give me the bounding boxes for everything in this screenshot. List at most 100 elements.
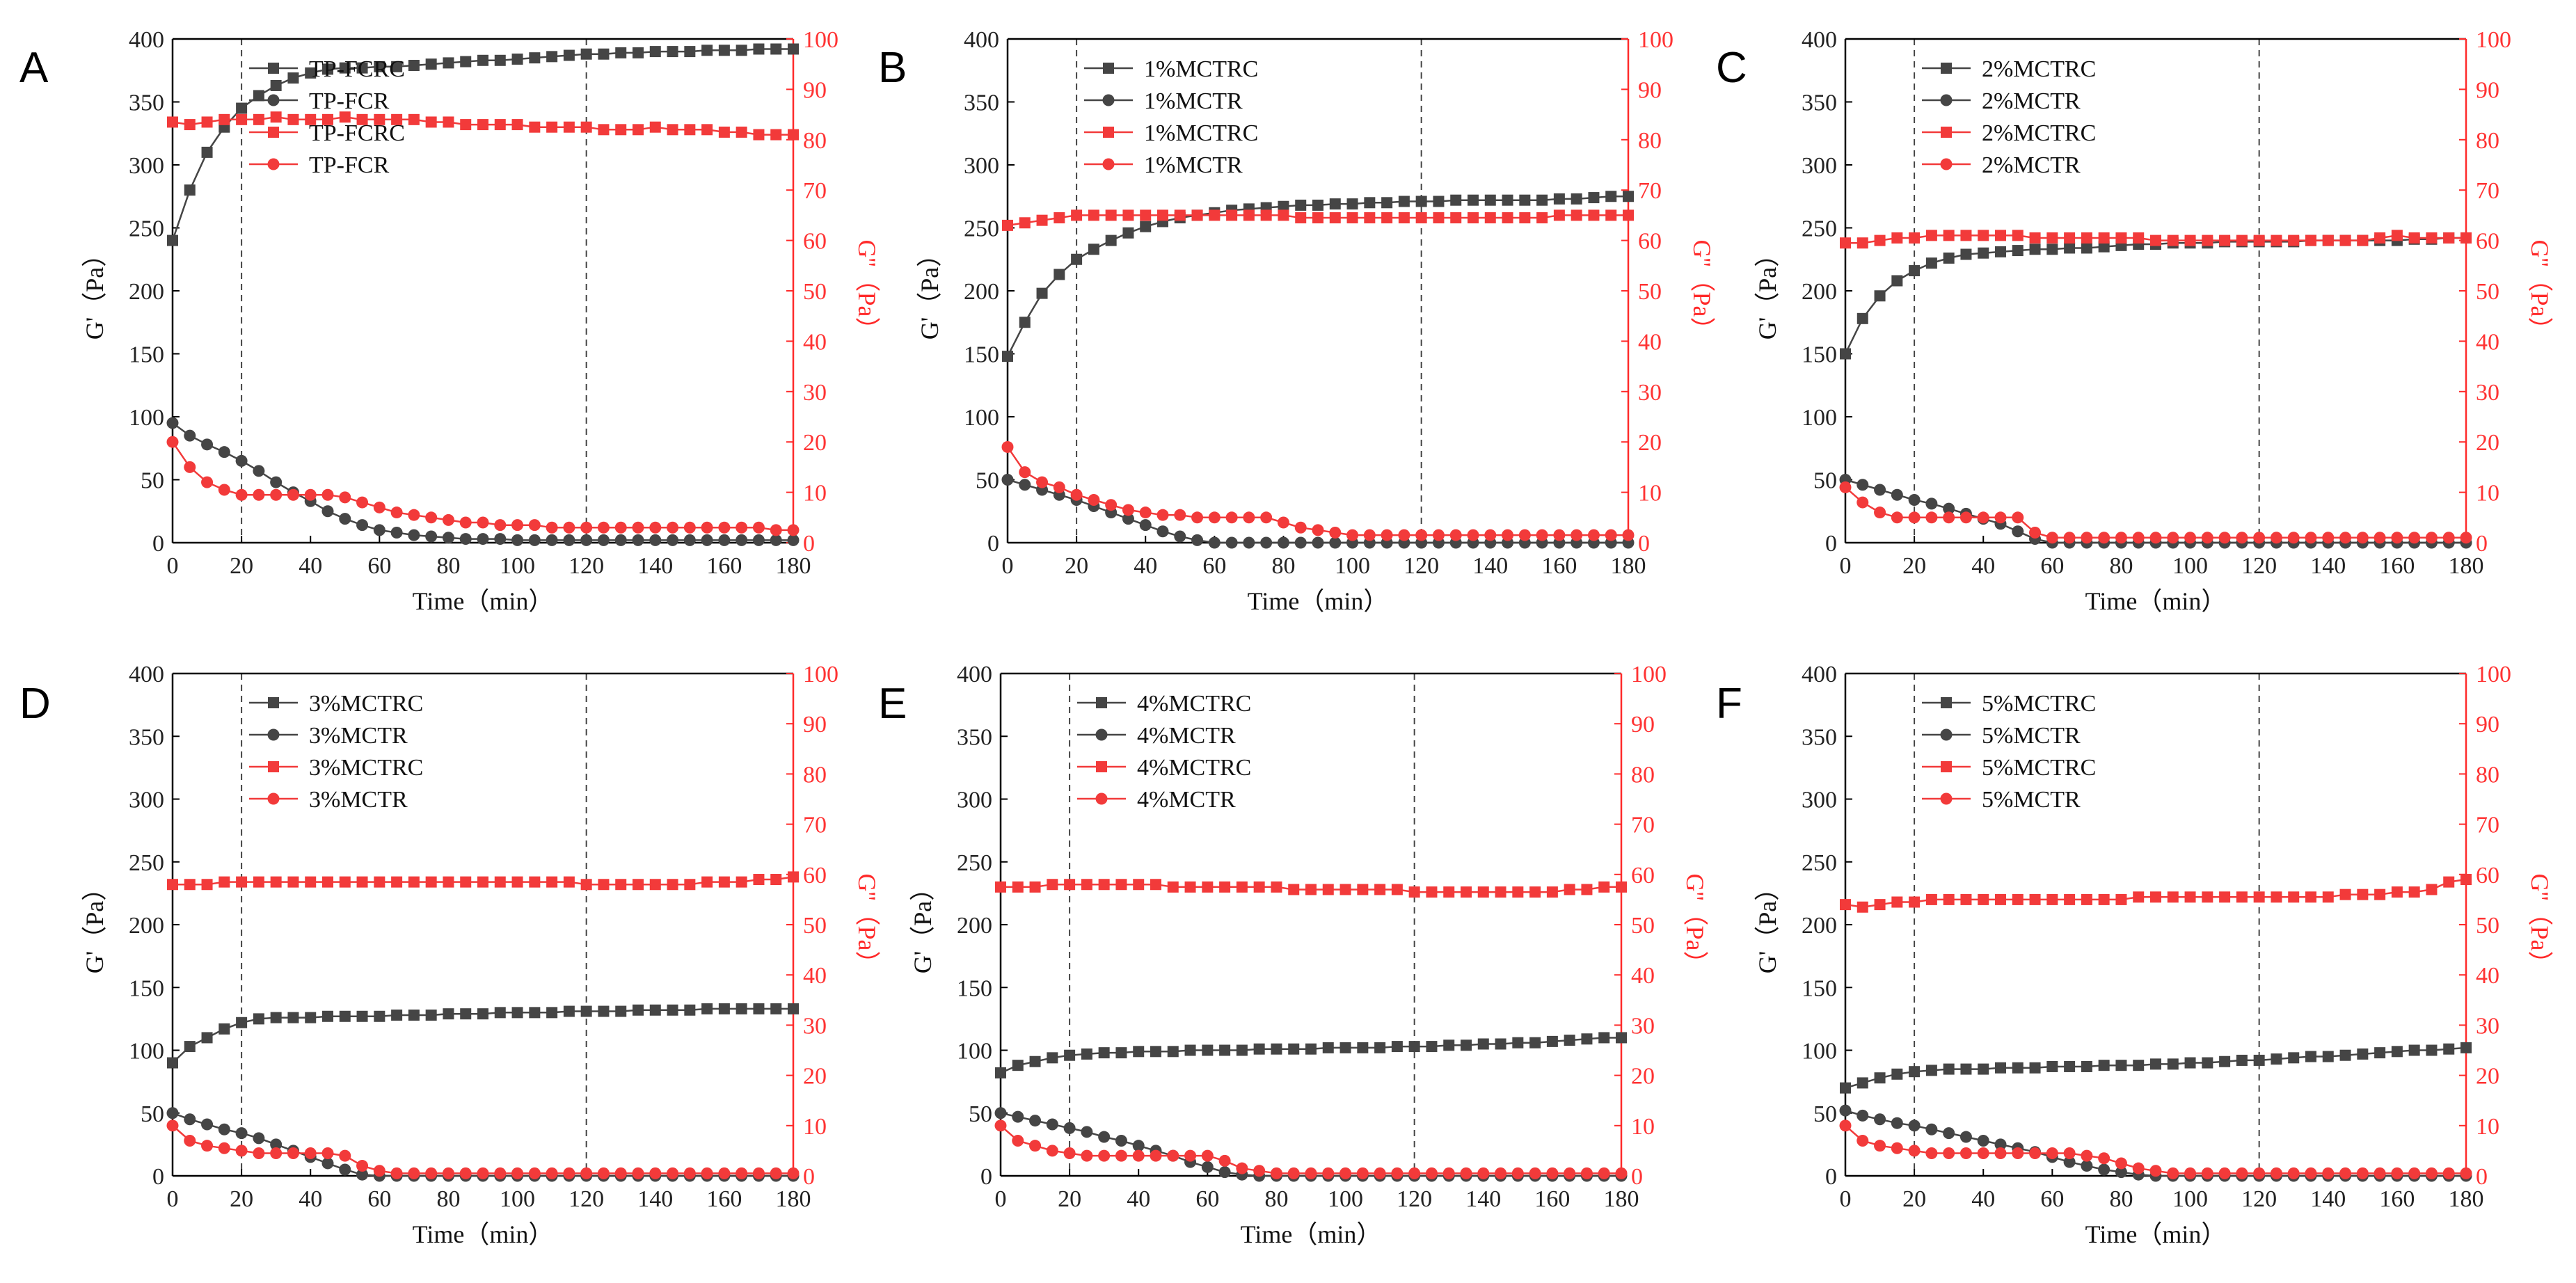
data-point: [2218, 532, 2231, 544]
data-point: [1322, 884, 1334, 895]
data-point: [701, 45, 713, 56]
data-point: [1132, 1140, 1145, 1152]
y-right-tick-label: 70: [2476, 178, 2499, 204]
data-point: [2167, 1058, 2179, 1070]
y-left-tick-label: 300: [964, 153, 999, 179]
data-point: [1495, 1038, 1506, 1050]
data-point: [1046, 1118, 1058, 1131]
data-point: [425, 58, 437, 70]
data-point: [236, 113, 248, 125]
data-point: [1943, 893, 1955, 905]
x-axis-title: Time（min）: [1248, 587, 1389, 615]
data-point: [995, 881, 1006, 893]
data-point: [1133, 1046, 1145, 1058]
x-tick-label: 100: [2172, 1186, 2208, 1212]
y-left-tick-label: 400: [1802, 662, 1837, 687]
y-right-tick-label: 0: [2476, 531, 2488, 557]
data-point: [1925, 511, 1938, 524]
y-left-tick-label: 50: [1813, 468, 1837, 494]
y-right-tick-label: 80: [1638, 128, 1662, 154]
data-point: [1156, 525, 1169, 538]
data-point: [425, 876, 437, 888]
data-point: [1588, 209, 1600, 221]
legend-marker: [1940, 94, 1953, 106]
data-point: [632, 534, 644, 546]
data-point: [477, 54, 488, 66]
data-point: [1857, 496, 1869, 509]
series-5-mctrc-left: [1840, 1042, 2472, 1094]
data-point: [1959, 1147, 1972, 1160]
data-point: [1243, 536, 1255, 549]
panel-c: C0 20 40 60 80 100 120 140 160 180050100150200250…: [1716, 27, 2554, 615]
data-point: [1840, 899, 1851, 911]
data-point: [1253, 1043, 1265, 1055]
y-right-tick-label: 90: [1631, 712, 1655, 738]
data-point: [2012, 525, 2024, 538]
data-point: [2339, 532, 2352, 544]
data-point: [1536, 529, 1548, 541]
data-point: [1029, 1115, 1042, 1127]
data-point: [1398, 212, 1410, 224]
data-point: [1036, 476, 1049, 488]
series-2-mctr-right: [1839, 481, 2472, 544]
data-point: [718, 1167, 731, 1179]
y-right-tick-label: 90: [803, 77, 827, 103]
y-right-tick-label: 70: [803, 178, 827, 204]
data-point: [2115, 1157, 2127, 1170]
data-point: [1071, 253, 1083, 265]
data-point: [270, 111, 282, 123]
data-point: [1243, 511, 1255, 524]
y-right-tick-label: 70: [2476, 813, 2499, 838]
legend-entry: 4%MCTRC: [1137, 691, 1251, 717]
data-point: [1225, 536, 1238, 549]
data-point: [166, 1107, 179, 1119]
data-point: [580, 1005, 592, 1017]
y-left-tick-label: 300: [129, 153, 164, 179]
legend-entry: 5%MCTR: [1982, 723, 2081, 749]
data-point: [1909, 232, 1921, 244]
data-point: [1408, 886, 1420, 898]
data-point: [2287, 532, 2300, 544]
data-point: [218, 484, 230, 496]
data-point: [1019, 217, 1031, 229]
data-point: [2202, 1057, 2213, 1069]
data-point: [563, 121, 575, 133]
data-point: [1925, 257, 1937, 269]
data-point: [1857, 479, 1869, 491]
data-point: [787, 534, 800, 546]
data-point: [2374, 232, 2386, 244]
data-point: [2029, 527, 2042, 539]
data-point: [1477, 886, 1489, 898]
y-right-tick-label: 20: [1638, 430, 1662, 456]
series-line: [1845, 486, 2466, 539]
data-point: [615, 47, 627, 58]
data-point: [1581, 1033, 1593, 1045]
data-point: [236, 876, 248, 888]
data-point: [1519, 212, 1531, 224]
data-point: [1346, 529, 1359, 541]
data-point: [1623, 209, 1634, 221]
series-5-mctrc-right: [1840, 874, 2472, 913]
data-point: [2322, 532, 2335, 544]
data-point: [1598, 1032, 1610, 1044]
x-tick-label: 20: [1058, 1186, 1081, 1212]
data-point: [494, 1167, 507, 1179]
data-point: [511, 534, 524, 546]
data-point: [166, 417, 179, 429]
data-point: [1546, 886, 1558, 898]
data-point: [2133, 1060, 2145, 1071]
data-point: [1925, 497, 1938, 510]
series-line: [1000, 1124, 1621, 1174]
data-point: [1071, 209, 1083, 221]
y-right-tick-label: 0: [1638, 531, 1650, 557]
legend-marker: [267, 94, 280, 106]
data-point: [339, 1010, 351, 1022]
panel-b: B0 20 40 60 80 100 120 140 160 180050100150200250…: [878, 27, 1716, 615]
data-point: [649, 879, 661, 891]
data-point: [614, 534, 627, 546]
series-1-mctr-right: [1001, 440, 1635, 541]
data-point: [494, 533, 507, 545]
data-point: [1098, 879, 1110, 891]
x-tick-label: 140: [1472, 553, 1508, 579]
y-right-tick-label: 80: [1631, 762, 1655, 788]
